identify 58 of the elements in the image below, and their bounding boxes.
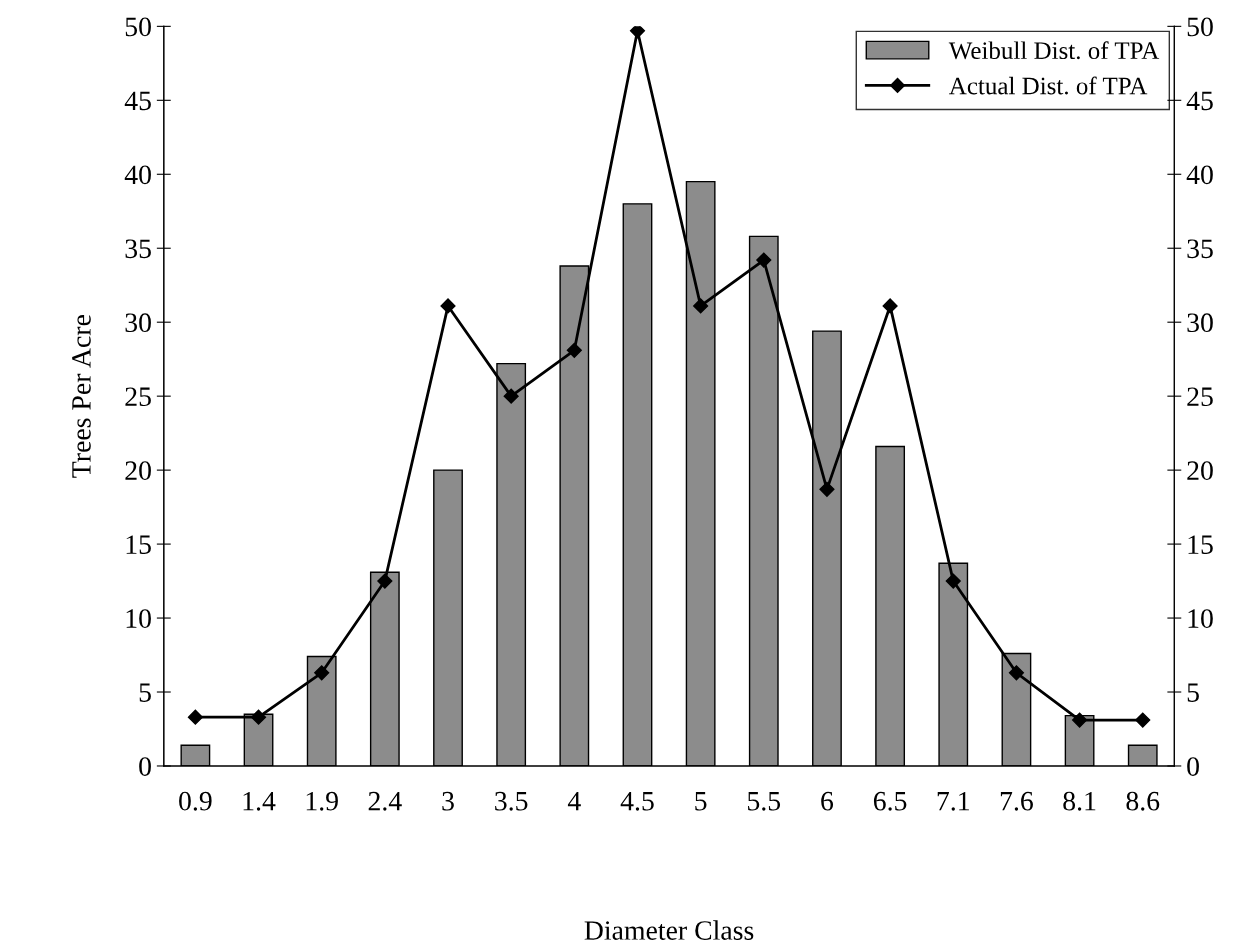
- x-tick-label: 3: [442, 791, 454, 811]
- y2-tick-label: 30: [1187, 313, 1213, 333]
- y2-tick-label: 50: [1187, 17, 1213, 37]
- legend-label: Actual Dist. of TPA: [949, 76, 1148, 95]
- y-tick-label: 30: [125, 313, 151, 333]
- point: [819, 481, 835, 497]
- y2-tick-label: 0: [1187, 757, 1199, 776]
- y-tick-label: 0: [139, 757, 151, 776]
- point: [945, 573, 961, 589]
- x-tick-label: 1.9: [306, 791, 338, 811]
- y2-tick-label: 35: [1187, 239, 1213, 259]
- x-tick-label: 6: [821, 791, 834, 811]
- point: [440, 298, 456, 314]
- x-tick-label: 7.1: [937, 791, 969, 811]
- x-tick-label: 8.1: [1063, 791, 1096, 811]
- y-axis-title: Trees Per Acre: [72, 315, 91, 478]
- x-tick-label: 8.6: [1126, 791, 1160, 811]
- y-tick-label: 50: [125, 17, 151, 37]
- y2-tick-label: 40: [1186, 165, 1213, 185]
- point: [1008, 665, 1024, 681]
- y-tick-label: 10: [126, 609, 151, 628]
- y2-tick-label: 45: [1186, 91, 1213, 111]
- x-tick-label: 5.5: [748, 792, 781, 811]
- point: [314, 665, 330, 681]
- x-tick-label: 0.9: [179, 791, 212, 811]
- y-tick-label: 45: [124, 91, 151, 111]
- point: [1072, 712, 1088, 728]
- x-tick-label: 5: [695, 792, 707, 811]
- point: [693, 298, 709, 314]
- x-axis-title: Diameter Class: [584, 920, 754, 940]
- y-tick-label: 5: [139, 683, 151, 702]
- point: [756, 252, 772, 268]
- point: [187, 709, 203, 725]
- point: [629, 26, 646, 39]
- x-tick-label: 2.4: [368, 791, 402, 811]
- y2-tick-label: 10: [1188, 609, 1213, 628]
- y2-tick-label: 5: [1187, 683, 1199, 702]
- x-tick-label: 7.6: [1000, 791, 1033, 811]
- x-tick-label: 1.4: [243, 791, 276, 811]
- y-tick-label: 40: [124, 165, 151, 185]
- legend-label: Weibull Dist. of TPA: [948, 41, 1160, 60]
- x-tick-label: 4.5: [620, 791, 654, 811]
- x-tick-label: 4: [567, 791, 581, 811]
- y-tick-label: 25: [125, 387, 151, 407]
- point: [882, 298, 898, 314]
- point: [377, 573, 393, 589]
- y2-tick-label: 25: [1187, 387, 1213, 407]
- point: [566, 342, 582, 358]
- x-tick-label: 3.5: [495, 791, 528, 811]
- y-tick-label: 35: [125, 239, 151, 259]
- point: [503, 388, 519, 404]
- x-tick-label: 6.5: [873, 791, 907, 811]
- point: [1135, 712, 1151, 728]
- y-tick-label: 15: [126, 535, 151, 554]
- y2-tick-label: 20: [1187, 461, 1213, 481]
- y2-tick-label: 15: [1188, 535, 1213, 554]
- point: [250, 709, 267, 725]
- y-tick-label: 20: [125, 461, 151, 481]
